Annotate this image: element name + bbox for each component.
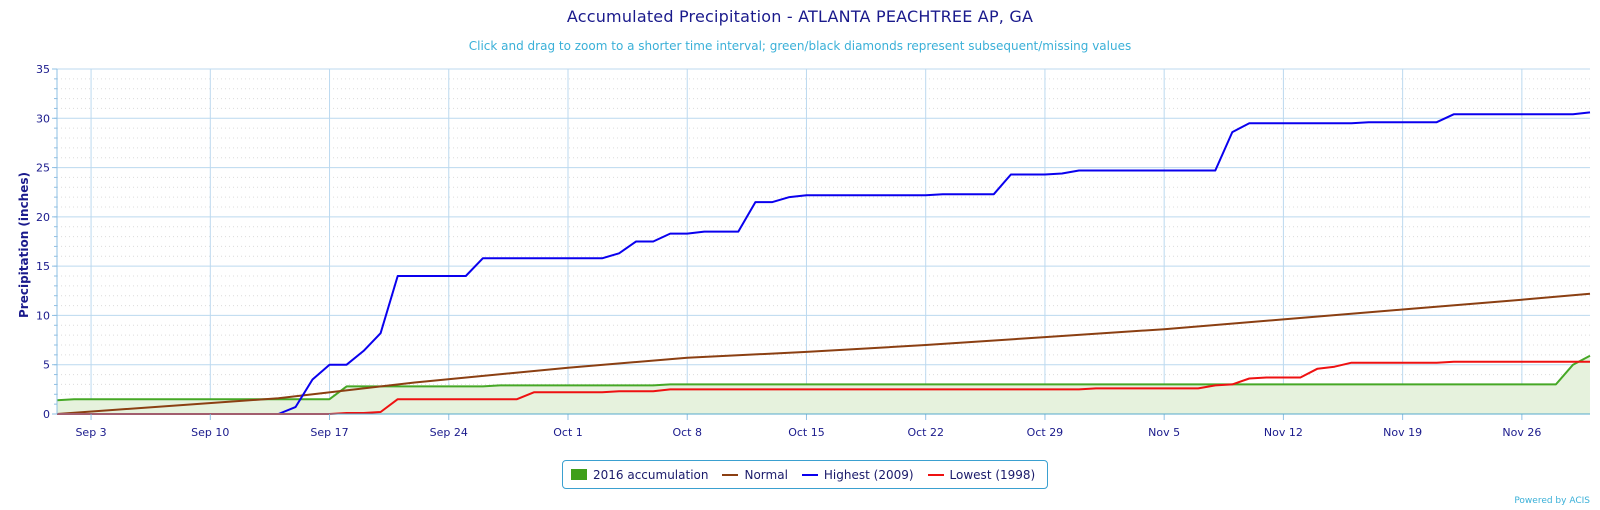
legend-swatch-highest [801,473,818,476]
y-axis-label: Precipitation (inches) [17,172,31,318]
y-tick-label: 35 [36,63,50,76]
x-tick-label: Oct 8 [672,426,702,439]
legend-item-2016-accumulation[interactable]: 2016 accumulation [571,468,708,482]
legend-item-highest[interactable]: Highest (2009) [801,467,914,482]
series-lines[interactable] [56,111,1591,415]
series-line-lowest-1998[interactable] [57,360,1590,415]
legend-swatch-2016 [571,469,587,480]
x-tick-label: Sep 3 [75,426,106,439]
x-tick-label: Sep 17 [310,426,348,439]
x-tick-label: Oct 15 [788,426,825,439]
grid-lines [57,68,1590,415]
legend-label-highest: Highest (2009) [823,467,914,482]
legend-label-2016: 2016 accumulation [593,467,709,482]
legend-label-lowest: Lowest (1998) [949,467,1036,482]
legend-item-normal[interactable]: Normal [722,467,788,482]
x-tick-label: Nov 5 [1148,426,1180,439]
series-line-highest-2009[interactable] [57,111,1591,415]
x-tick-label: Oct 22 [907,426,944,439]
x-tick-label: Nov 12 [1264,426,1303,439]
x-tick-label: Oct 29 [1027,426,1064,439]
credit-link[interactable]: Powered by ACIS [1514,496,1590,506]
x-tick-label: Oct 1 [553,426,583,439]
chart-title: Accumulated Precipitation - ATLANTA PEAC… [566,7,1034,26]
y-tick-label: 10 [36,309,50,322]
x-tick-label: Sep 24 [430,426,468,439]
axes: 0 5 10 15 20 25 30 35 Sep 3 Sep 10 Sep 17 Sep 24 Oct… [36,63,1590,439]
series-line-normal[interactable] [56,292,1591,415]
x-tick-label: Sep 10 [191,426,229,439]
y-tick-label: 5 [43,359,50,372]
legend-item-lowest[interactable]: Lowest (1998) [927,467,1036,482]
legend-label-normal: Normal [744,467,788,482]
legend: 2016 accumulation Normal Highest (2009) … [562,460,1049,489]
legend-swatch-lowest [927,473,944,476]
x-tick-label: Nov 19 [1383,426,1422,439]
y-tick-label: 25 [36,162,50,175]
y-tick-label: 15 [36,260,50,273]
x-tick-label: Nov 26 [1502,426,1541,439]
legend-swatch-normal [722,473,739,476]
chart-subtitle: Click and drag to zoom to a shorter time… [468,39,1132,53]
y-tick-label: 30 [36,112,50,125]
y-tick-label: 0 [43,408,50,421]
y-tick-label: 20 [36,211,50,224]
